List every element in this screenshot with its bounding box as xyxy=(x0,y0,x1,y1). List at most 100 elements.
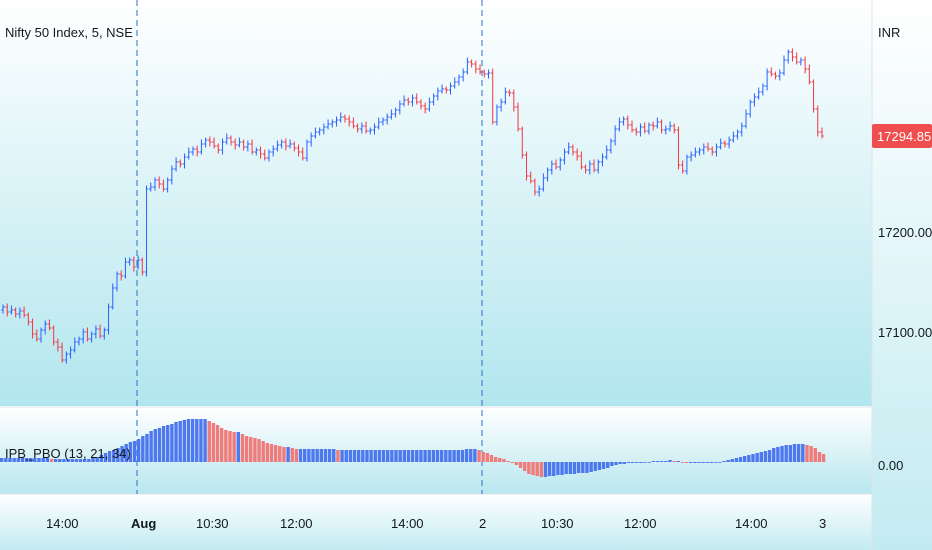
price-bar xyxy=(642,122,647,134)
histogram-bar xyxy=(170,424,174,462)
price-bar xyxy=(739,122,744,137)
time-label-1200-day2: 12:00 xyxy=(280,516,313,531)
price-bar xyxy=(338,112,343,123)
price-bar xyxy=(571,144,575,156)
price-bar xyxy=(18,307,22,319)
price-bar xyxy=(237,137,242,148)
price-bar xyxy=(406,97,411,106)
histogram-bar xyxy=(290,448,294,462)
histogram-bar xyxy=(410,450,415,462)
histogram-bar xyxy=(211,423,216,462)
histogram-bar xyxy=(269,444,274,462)
price-bar xyxy=(811,79,816,113)
histogram-bar xyxy=(373,450,377,462)
price-bar xyxy=(157,176,162,189)
histogram-bar xyxy=(489,455,494,462)
price-bar xyxy=(119,270,124,281)
price-bar xyxy=(322,123,326,135)
histogram-bar xyxy=(456,450,460,462)
price-bar xyxy=(562,148,567,165)
histogram-bar xyxy=(278,446,282,462)
histogram-bar xyxy=(336,450,340,462)
histogram-bar xyxy=(730,459,734,462)
histogram-bar xyxy=(576,462,581,473)
price-bar xyxy=(414,93,419,105)
price-bar xyxy=(26,312,31,326)
histogram-bar xyxy=(792,444,797,462)
histogram-bar xyxy=(809,446,813,462)
price-bar xyxy=(233,138,237,150)
histogram-bar xyxy=(680,462,685,463)
price-bar xyxy=(710,146,715,156)
histogram-bar xyxy=(531,462,535,475)
price-bar xyxy=(457,74,461,86)
price-bar xyxy=(343,114,347,123)
price-bar xyxy=(81,328,86,344)
price-bar xyxy=(820,127,824,139)
price-bar xyxy=(402,95,406,107)
price-bar xyxy=(799,57,803,66)
histogram-bar xyxy=(796,444,801,462)
time-label-1030-day3: 10:30 xyxy=(541,516,574,531)
currency-label: INR xyxy=(878,25,900,40)
price-bar xyxy=(706,142,710,152)
price-bar xyxy=(241,139,246,151)
price-bar xyxy=(212,137,216,149)
price-bar xyxy=(680,160,685,174)
histogram-bar xyxy=(33,458,37,462)
histogram-bar xyxy=(195,419,199,462)
price-bar xyxy=(47,319,52,331)
price-bar xyxy=(39,327,43,343)
price-bar xyxy=(550,160,554,175)
price-bar xyxy=(51,325,56,346)
price-bar xyxy=(803,56,807,74)
histogram-bar xyxy=(199,419,203,462)
histogram-bar xyxy=(547,462,552,476)
histogram-bar xyxy=(651,461,656,462)
histogram-bar xyxy=(253,438,257,462)
histogram-bar xyxy=(265,443,270,462)
histogram-bar xyxy=(381,450,386,462)
histogram-bar xyxy=(593,462,597,471)
histogram-bar xyxy=(647,462,651,463)
price-bar xyxy=(110,283,115,310)
price-bar xyxy=(583,164,588,174)
histogram-bar xyxy=(726,460,730,462)
price-bar xyxy=(718,138,723,150)
price-tick-17100: 17100.00 xyxy=(878,325,932,340)
histogram-bar xyxy=(444,450,448,462)
price-bar xyxy=(288,139,292,149)
histogram-bar xyxy=(585,462,589,473)
histogram-bar xyxy=(535,462,539,476)
histogram-bar xyxy=(178,421,182,462)
histogram-bar xyxy=(639,462,643,463)
price-bar xyxy=(794,52,799,65)
histogram-bar xyxy=(157,428,162,462)
price-bar xyxy=(731,131,736,143)
histogram-bar xyxy=(62,459,66,462)
histogram-bar xyxy=(182,420,187,462)
histogram-bar xyxy=(759,452,763,462)
histogram-bar xyxy=(552,462,556,476)
price-bar xyxy=(520,126,525,159)
price-bar xyxy=(275,140,280,152)
price-bar xyxy=(161,179,166,192)
price-bar xyxy=(309,132,313,147)
price-bar xyxy=(676,126,681,170)
histogram-bar xyxy=(386,450,390,462)
price-bar xyxy=(701,143,706,155)
price-bar xyxy=(364,121,368,134)
histogram-bar xyxy=(772,448,776,462)
price-bar xyxy=(393,107,398,118)
price-axis-background xyxy=(872,0,932,550)
histogram-bar xyxy=(460,450,465,462)
price-bar xyxy=(22,306,26,318)
histogram-bar xyxy=(112,450,116,462)
price-bar xyxy=(638,123,643,137)
price-bar xyxy=(246,140,250,152)
histogram-bar xyxy=(643,462,647,463)
price-bar xyxy=(617,117,622,132)
price-bar xyxy=(528,171,533,184)
histogram-bar xyxy=(207,421,211,462)
histogram-bar xyxy=(0,458,4,462)
